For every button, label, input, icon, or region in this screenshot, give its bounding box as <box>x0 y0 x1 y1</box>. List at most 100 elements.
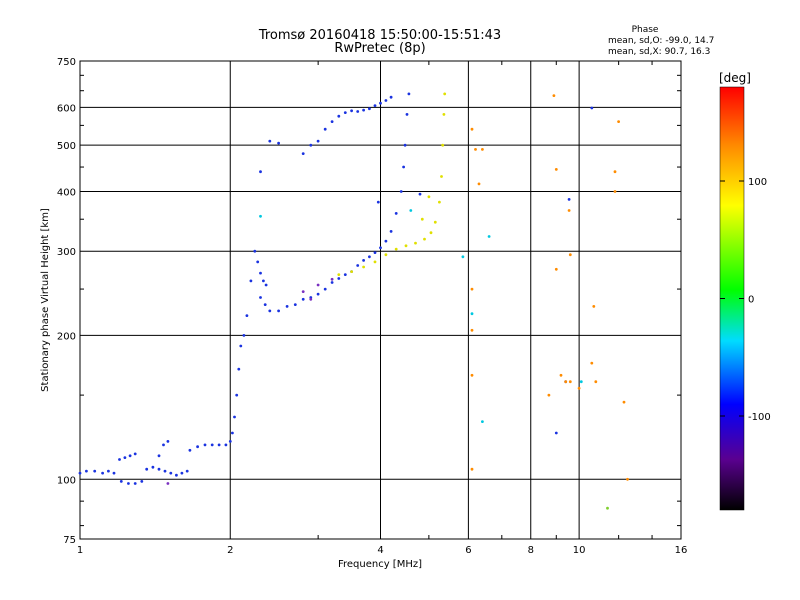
data-point <box>567 198 571 201</box>
y-tick-label: 500 <box>57 141 76 152</box>
data-point <box>166 440 170 443</box>
data-point <box>418 192 422 196</box>
data-point <box>423 237 426 241</box>
data-point <box>256 260 260 264</box>
data-point <box>442 113 446 116</box>
data-point <box>389 230 393 233</box>
data-point <box>253 249 257 253</box>
data-point <box>373 104 377 107</box>
data-point <box>617 120 620 123</box>
data-point <box>384 253 388 257</box>
data-point <box>316 139 320 143</box>
data-point <box>330 281 334 284</box>
data-point <box>118 458 121 461</box>
data-point <box>554 168 558 171</box>
y-tick-label: 750 <box>57 57 76 68</box>
data-point <box>613 170 617 174</box>
data-point <box>285 305 289 308</box>
data-point <box>592 305 596 308</box>
data-point <box>145 467 149 471</box>
data-point <box>379 101 382 105</box>
data-point <box>384 99 388 102</box>
data-point <box>343 273 347 276</box>
y-tick-label: 200 <box>57 331 76 342</box>
data-point <box>196 445 200 449</box>
colorbar-tick-label: -100 <box>748 412 771 423</box>
data-point <box>440 175 443 178</box>
data-point <box>487 235 491 238</box>
data-point <box>337 277 341 280</box>
data-point <box>330 120 334 123</box>
data-point <box>323 127 327 131</box>
data-point <box>568 380 572 384</box>
data-point <box>175 473 178 477</box>
data-point <box>293 303 297 306</box>
data-point <box>259 271 262 275</box>
data-point <box>185 469 189 473</box>
data-point <box>301 290 305 293</box>
x-axis-ticks: 1 2 4 6 8 10 16 <box>77 61 688 556</box>
data-point <box>268 139 272 143</box>
data-point <box>210 443 214 447</box>
data-point <box>577 386 581 390</box>
data-point <box>362 265 365 269</box>
data-point <box>368 107 371 111</box>
data-point <box>309 143 313 147</box>
x-tick-label: 16 <box>675 545 688 556</box>
data-point <box>477 182 481 186</box>
data-point <box>316 283 320 287</box>
data-point <box>264 283 268 287</box>
data-point <box>626 477 629 481</box>
data-point <box>470 373 474 377</box>
data-point <box>470 467 474 471</box>
data-point <box>554 267 558 271</box>
data-point <box>188 448 192 452</box>
data-point <box>559 373 563 377</box>
y-axis-label: Stationary phase Virtual Height [km] <box>40 208 51 392</box>
data-point <box>228 440 232 443</box>
data-point <box>350 270 353 273</box>
data-point <box>394 247 398 251</box>
data-point <box>567 209 571 212</box>
data-point <box>470 287 474 291</box>
data-point <box>203 443 207 447</box>
data-point <box>323 287 327 291</box>
data-point <box>427 195 431 199</box>
data-point <box>259 214 262 218</box>
data-point <box>474 148 477 151</box>
y-tick-label: 75 <box>63 535 76 546</box>
data-point <box>403 143 407 147</box>
data-point <box>217 443 221 447</box>
x-axis-label: Frequency [MHz] <box>338 559 422 570</box>
data-point <box>237 367 241 371</box>
data-point <box>112 471 116 475</box>
data-point <box>420 217 424 221</box>
data-point <box>93 469 97 473</box>
data-point <box>245 314 249 317</box>
data-point <box>157 454 161 458</box>
data-point <box>547 393 551 397</box>
data-point <box>133 482 137 485</box>
data-point <box>470 312 474 316</box>
data-point <box>301 297 305 301</box>
y-tick-label: 400 <box>57 187 76 198</box>
data-point <box>343 111 347 114</box>
chart-subtitle: RwPretec (8p) <box>334 41 425 56</box>
stats-line-o: mean, sd,O: -99.0, 14.7 <box>608 36 714 46</box>
data-point <box>376 200 380 204</box>
data-point <box>239 344 243 348</box>
y-axis-ticks: 75 100 200 300 400 500 600 750 <box>57 57 681 546</box>
data-point <box>461 255 465 259</box>
data-point <box>242 334 246 337</box>
data-point <box>389 95 393 99</box>
data-point <box>429 231 433 235</box>
data-point <box>330 277 334 281</box>
colorbar-label: [deg] <box>719 71 751 85</box>
data-point <box>262 279 265 283</box>
data-point <box>107 469 110 473</box>
data-point <box>166 482 170 485</box>
x-tick-label: 4 <box>377 545 383 556</box>
data-point <box>394 212 398 215</box>
data-point <box>337 114 341 118</box>
x-tick-label: 6 <box>465 545 471 556</box>
